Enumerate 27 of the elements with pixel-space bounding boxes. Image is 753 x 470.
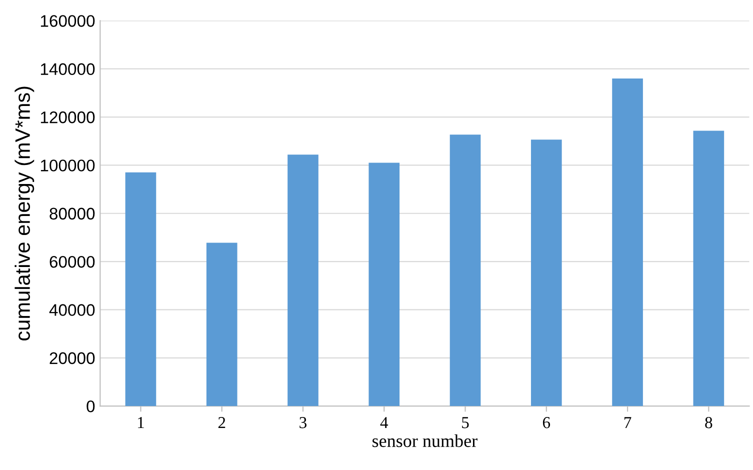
y-axis-title: cumulative energy (mV*ms) — [14, 86, 34, 340]
y-tick-label: 40000 — [49, 304, 95, 316]
y-tick-label: 0 — [86, 400, 95, 412]
bar — [368, 162, 400, 406]
bar — [125, 172, 156, 406]
x-tick-label: 6 — [542, 417, 550, 428]
x-tick-label: 2 — [218, 417, 226, 428]
y-tick-label: 100000 — [40, 160, 95, 172]
y-tick-label: 20000 — [50, 352, 95, 364]
y-tick-label: 80000 — [50, 208, 95, 220]
bar — [693, 130, 724, 406]
bar — [450, 134, 481, 406]
y-tick-label: 140000 — [40, 63, 95, 76]
x-tick-label: 4 — [380, 417, 388, 428]
x-tick-label: 5 — [462, 417, 469, 428]
x-tick-label: 7 — [624, 417, 632, 428]
bar — [612, 78, 643, 406]
bar — [206, 242, 238, 406]
y-tick-label: 60000 — [50, 256, 95, 268]
x-tick-label: 3 — [300, 417, 307, 428]
y-tick-label: 120000 — [40, 111, 95, 124]
x-axis-title: sensor number — [372, 434, 478, 448]
x-tick-label: 8 — [705, 416, 712, 428]
x-tick-label: 1 — [138, 417, 144, 428]
bar — [288, 154, 318, 406]
bar — [530, 140, 562, 406]
y-tick-label: 160000 — [40, 15, 95, 27]
